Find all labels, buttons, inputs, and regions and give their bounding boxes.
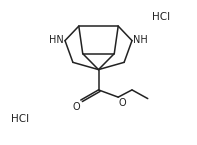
- Text: HCl: HCl: [11, 114, 29, 124]
- Text: O: O: [72, 102, 80, 112]
- Text: HCl: HCl: [152, 12, 171, 22]
- Text: HN: HN: [49, 35, 64, 45]
- Text: NH: NH: [133, 35, 148, 45]
- Text: O: O: [118, 98, 126, 108]
